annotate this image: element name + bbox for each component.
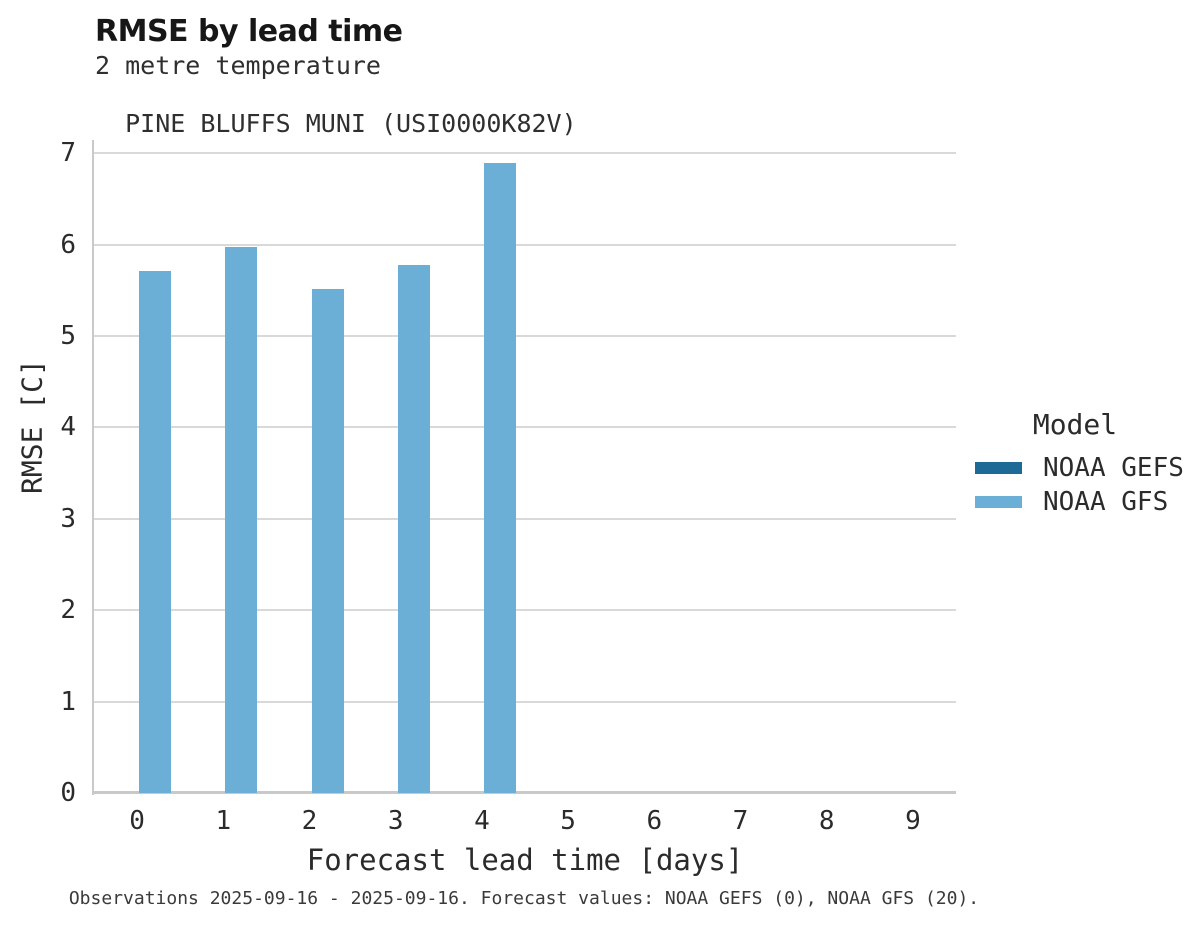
y-tick-label: 7 <box>60 138 76 169</box>
x-tick-label: 8 <box>818 806 835 836</box>
bar-noaa-gfs <box>225 247 258 793</box>
plot-area <box>92 140 956 795</box>
x-axis-title: Forecast lead time [days] <box>306 843 744 877</box>
y-gridline <box>94 243 956 246</box>
x-tick-label: 0 <box>129 806 145 836</box>
x-axis-line <box>92 791 956 794</box>
bar-noaa-gfs <box>397 264 430 793</box>
y-axis-spine <box>92 140 94 795</box>
subtitle-station: PINE BLUFFS MUNI (USI0000K82V) <box>125 109 577 138</box>
chart-title: RMSE by lead time <box>95 14 403 49</box>
y-gridline <box>94 335 956 338</box>
x-tick-label: 5 <box>560 806 576 836</box>
bar-noaa-gfs <box>311 289 344 793</box>
x-tick-label: 7 <box>732 806 749 836</box>
legend-item: NOAA GEFS <box>975 451 1185 485</box>
legend: Model NOAA GEFS NOAA GFS <box>975 408 1185 519</box>
legend-title: Model <box>1032 408 1118 441</box>
y-tick-label: 5 <box>60 321 76 352</box>
y-gridline <box>94 700 956 703</box>
x-tick-label: 3 <box>387 806 404 836</box>
chart-subtitle: 2 metre temperature PINE BLUFFS MUNI (US… <box>95 51 577 138</box>
y-tick-label: 0 <box>60 778 76 808</box>
x-tick-label: 2 <box>301 806 318 836</box>
x-tick-label: 9 <box>905 806 921 836</box>
bar-noaa-gfs <box>139 271 172 793</box>
subtitle-variable: 2 metre temperature <box>95 51 381 80</box>
footer-caption: Observations 2025-09-16 - 2025-09-16. Fo… <box>68 888 980 909</box>
x-tick-label: 6 <box>646 806 663 836</box>
x-tick-label: 1 <box>215 806 232 836</box>
y-tick-label: 1 <box>60 686 76 717</box>
bar-noaa-gfs <box>483 163 516 793</box>
y-tick-label: 6 <box>60 229 76 260</box>
legend-item: NOAA GFS <box>975 485 1185 519</box>
y-gridline <box>94 517 956 520</box>
x-tick-label: 4 <box>474 806 490 836</box>
y-gridline <box>94 609 956 612</box>
legend-items: NOAA GEFS NOAA GFS <box>975 451 1185 519</box>
y-tick-label: 2 <box>60 595 76 626</box>
legend-item-label: NOAA GFS <box>1043 487 1169 517</box>
legend-item-label: NOAA GEFS <box>1043 453 1184 483</box>
y-gridline <box>94 426 956 429</box>
legend-color-swatch-icon <box>975 462 1022 474</box>
y-gridline <box>94 152 956 155</box>
legend-color-swatch-icon <box>975 496 1022 508</box>
y-tick-label: 4 <box>60 412 76 443</box>
y-tick-label: 3 <box>60 503 76 534</box>
